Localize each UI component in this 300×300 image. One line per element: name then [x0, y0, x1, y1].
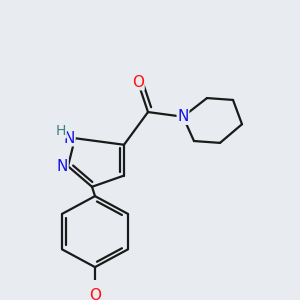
- Text: O: O: [132, 75, 144, 90]
- Text: N: N: [64, 131, 75, 146]
- Text: N: N: [177, 109, 189, 124]
- Text: H: H: [56, 124, 66, 138]
- Text: N: N: [57, 159, 68, 174]
- Text: O: O: [89, 288, 101, 300]
